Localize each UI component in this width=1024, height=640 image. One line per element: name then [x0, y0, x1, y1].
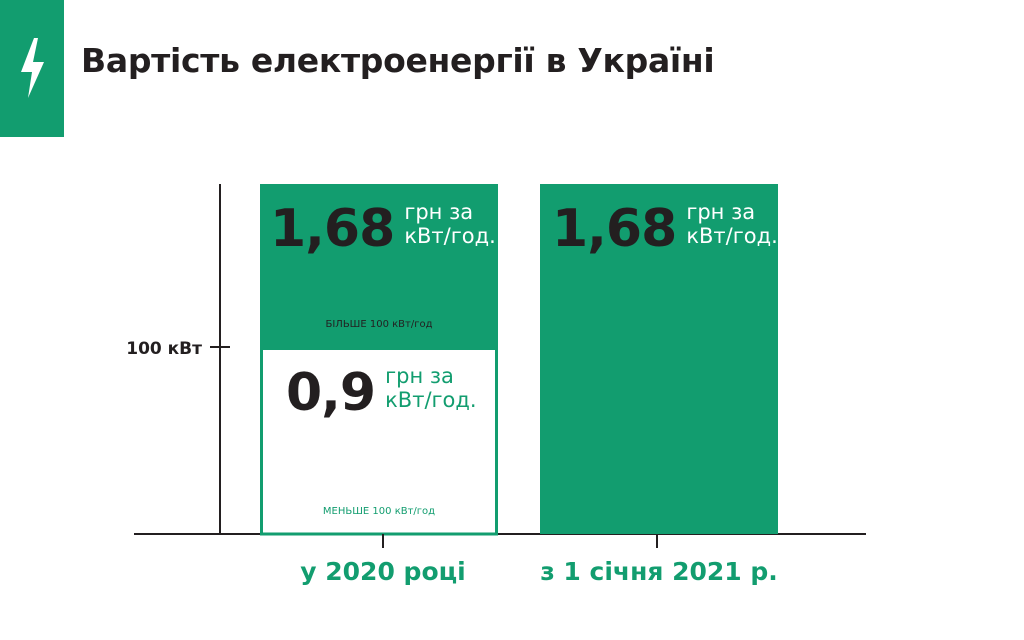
lower-tier-unit-line2: кВт/год.	[385, 388, 476, 412]
bar-segment-full	[540, 184, 778, 534]
page-title: Вартість електроенергії в Україні	[81, 41, 715, 80]
logo-badge	[0, 0, 64, 137]
bar-segment-lower	[260, 347, 498, 536]
single-tier-price-value: 1,68	[552, 199, 676, 259]
upper-tier-unit-line1: грн за	[404, 200, 473, 224]
x-axis-category-label: у 2020 році	[300, 557, 465, 586]
single-tier-unit-line2: кВт/год.	[686, 224, 777, 248]
upper-tier-price-value: 1,68	[270, 199, 394, 259]
lower-tier-price-value: 0,9	[286, 363, 375, 423]
lightning-bolt-icon	[21, 38, 44, 98]
upper-tier-note: БІЛЬШЕ 100 кВт/год	[325, 319, 432, 330]
bar-segment-upper	[260, 184, 498, 349]
lower-tier-unit-line1: грн за	[385, 364, 454, 388]
lower-tier-note: МЕНЬШЕ 100 кВт/год	[323, 506, 435, 517]
y-axis-tick-label: 100 кВт	[126, 339, 202, 359]
x-axis-category-label: з 1 січня 2021 р.	[540, 557, 778, 586]
upper-tier-unit-line2: кВт/год.	[404, 224, 495, 248]
single-tier-unit-line1: грн за	[686, 200, 755, 224]
